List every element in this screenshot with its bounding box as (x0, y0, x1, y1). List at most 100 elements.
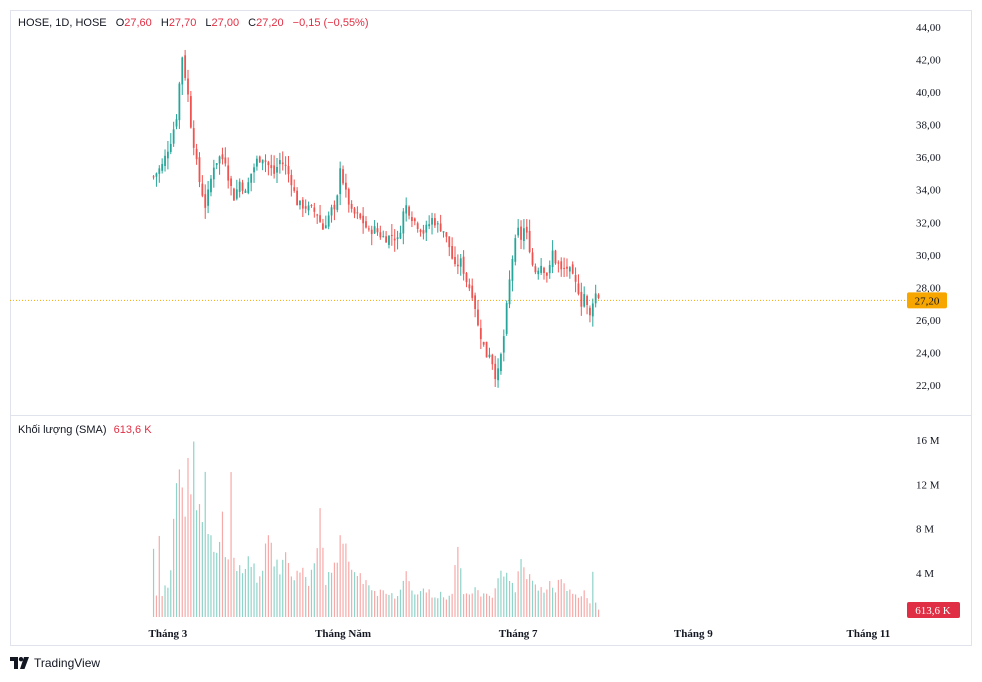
candle (566, 258, 568, 277)
candle-body (531, 252, 534, 265)
legend-low-label: L (205, 17, 212, 29)
candle-body (597, 294, 600, 298)
candle-body (528, 230, 531, 253)
volume-bar (534, 584, 536, 617)
candle-body (192, 128, 195, 148)
candle-body (258, 156, 261, 163)
volume-bar (597, 609, 600, 617)
volume-bar (382, 590, 384, 617)
volume-bar (506, 572, 508, 617)
candle-body (181, 57, 184, 85)
volume-bar (316, 548, 318, 617)
candle (574, 267, 577, 293)
candle (399, 225, 402, 240)
candle-body (511, 258, 514, 281)
candle (560, 257, 563, 277)
candle (169, 133, 172, 155)
volume-bar (460, 568, 462, 617)
volume-bar (351, 569, 353, 617)
volume-bar (583, 590, 585, 617)
tradingview-brand[interactable]: TradingView (10, 656, 100, 670)
volume-bar (342, 543, 344, 617)
candle (333, 200, 336, 221)
candle-body (313, 207, 316, 212)
volume-legend-label[interactable]: Khối lượng (SMA) (18, 424, 107, 436)
candle (175, 114, 178, 130)
candle-body (172, 129, 175, 144)
volume-bar (201, 522, 203, 617)
candle (235, 179, 238, 201)
volume-bar (471, 593, 473, 617)
candle-body (158, 168, 161, 174)
candle (313, 202, 316, 218)
candle (379, 225, 382, 240)
candle (241, 179, 244, 195)
candle-body (155, 173, 158, 177)
candle (256, 155, 258, 171)
volume-bar (164, 585, 166, 617)
volume-bar (282, 559, 284, 617)
pane-separator[interactable] (10, 415, 972, 416)
volume-bar (503, 576, 505, 617)
candle-body (577, 283, 580, 294)
candle-body (545, 272, 548, 276)
candle (258, 155, 261, 164)
volume-bar (247, 556, 249, 617)
volume-bar (474, 587, 476, 617)
candle-body (405, 205, 408, 214)
volume-bar (417, 594, 419, 617)
candle-body (456, 264, 459, 267)
volume-bar (388, 594, 390, 617)
candle (373, 220, 376, 235)
price-axis-tick: 30,00 (916, 250, 941, 262)
candle-body (367, 228, 370, 230)
volume-bar (161, 596, 163, 617)
candle-body (399, 232, 402, 239)
candle-body (244, 190, 247, 193)
candle-body (396, 237, 399, 240)
volume-bar (356, 575, 358, 617)
volume-bar (557, 579, 559, 617)
candle-body (537, 270, 540, 275)
candle-body (230, 178, 232, 186)
candle-body (459, 258, 462, 267)
candle (405, 197, 408, 222)
candle (451, 237, 454, 260)
candle-body (436, 223, 439, 225)
volume-bar (574, 594, 577, 617)
candle (500, 352, 502, 375)
candle (359, 212, 362, 220)
volume-bar (451, 593, 453, 617)
candle (227, 157, 230, 189)
volume-bar (267, 535, 269, 617)
candle-body (566, 266, 568, 269)
brand-name: TradingView (34, 656, 101, 670)
candle (416, 221, 419, 233)
volume-bar (244, 569, 247, 617)
volume-axis-tick: 4 M (916, 568, 934, 580)
volume-bar (279, 574, 281, 617)
volume-bar (365, 580, 367, 617)
legend-close-value: 27,20 (256, 17, 284, 29)
candle-body (307, 205, 310, 211)
volume-bar (592, 571, 594, 617)
volume-bar (531, 580, 534, 617)
volume-bar (224, 557, 226, 617)
last-price-badge-label: 27,20 (915, 295, 940, 307)
candle-body (224, 157, 227, 164)
candle-body (365, 221, 367, 228)
candle-body (393, 238, 396, 241)
candle-body (534, 266, 537, 273)
candle (571, 261, 574, 275)
candle-body (345, 182, 347, 190)
candle-body (571, 264, 574, 274)
legend-symbol[interactable]: HOSE, 1D, HOSE (18, 17, 107, 29)
volume-bar (333, 562, 336, 617)
volume-bar (491, 597, 493, 617)
candle-body (204, 194, 207, 208)
candle-body (500, 354, 502, 372)
candle (531, 248, 534, 267)
volume-bar (322, 547, 324, 617)
volume-bar (396, 596, 399, 617)
